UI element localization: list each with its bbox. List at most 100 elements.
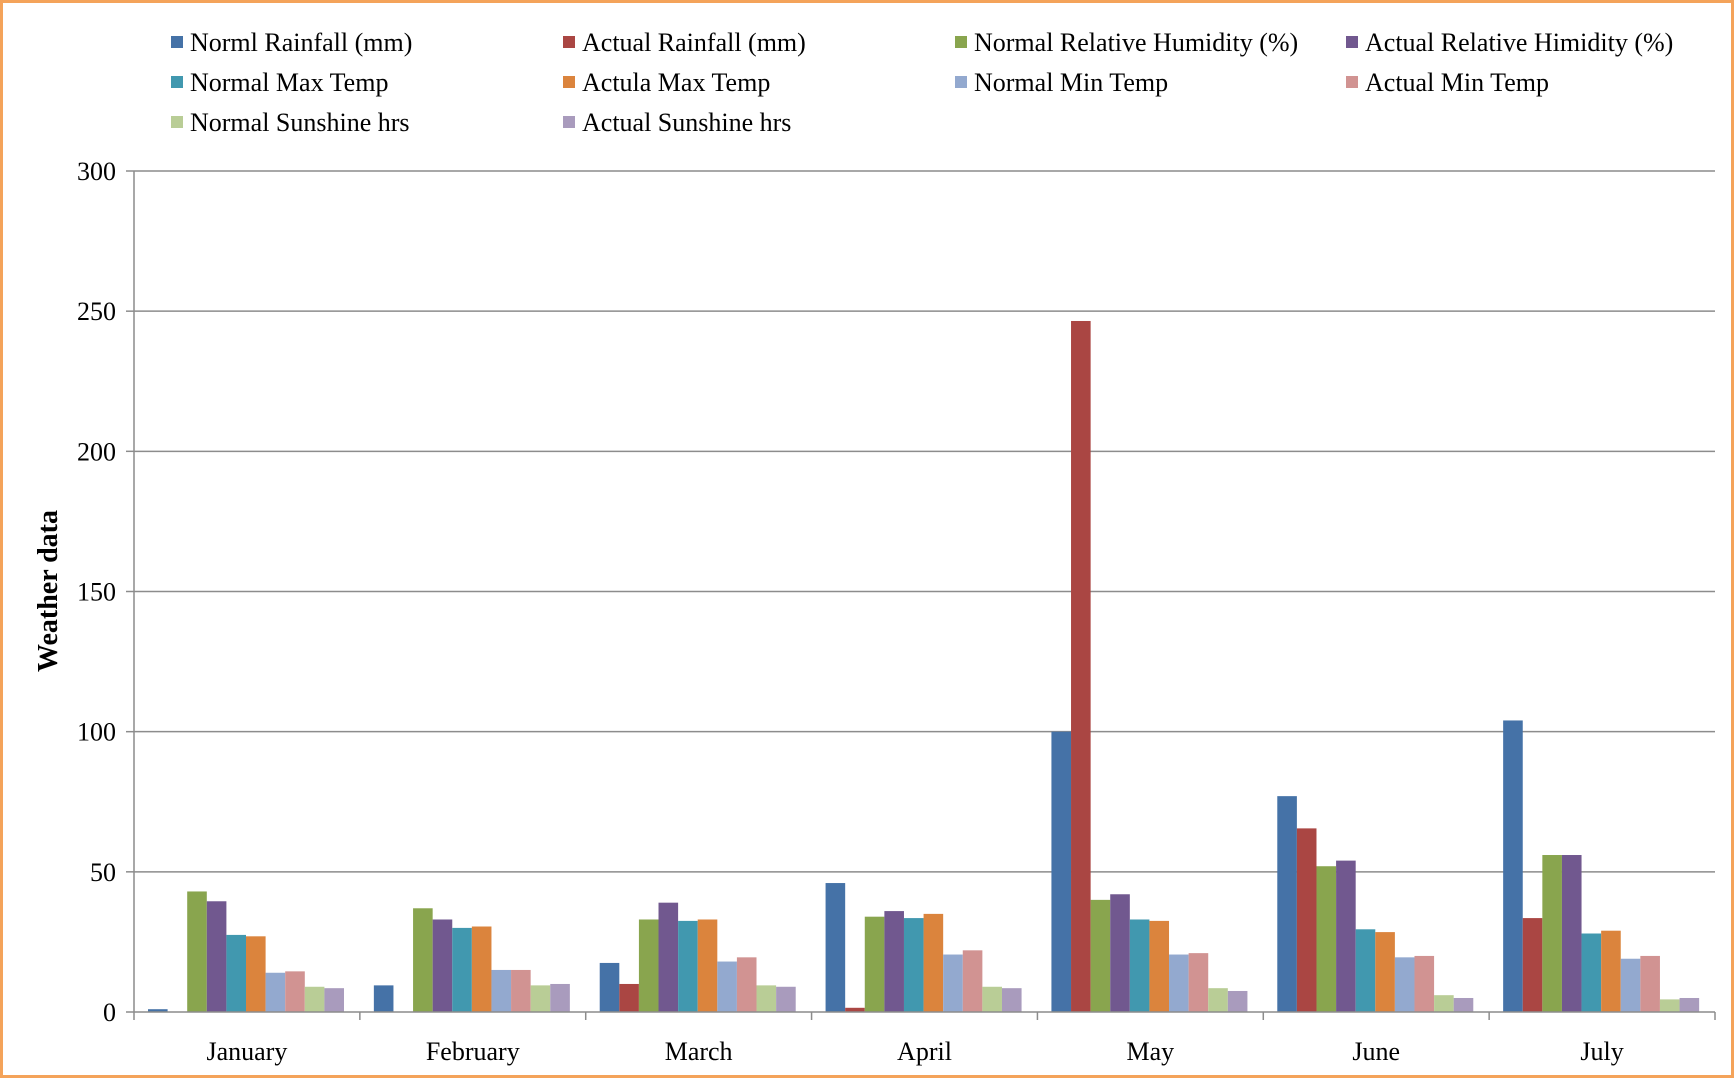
bar — [619, 983, 639, 1012]
bar — [1071, 320, 1091, 1012]
bar — [736, 957, 757, 1012]
legend-label: Actula Max Temp — [582, 68, 770, 97]
legend-label: Actual Rainfall (mm) — [582, 28, 806, 57]
x-tick-labels: January February March April May June July — [206, 1037, 1623, 1066]
legend-swatch — [955, 76, 967, 88]
legend: Norml Rainfall (mm) Actual Rainfall (mm) N… — [171, 28, 1673, 137]
bar — [1601, 930, 1621, 1012]
y-tick-label: 50 — [90, 858, 116, 887]
bar — [1679, 997, 1700, 1012]
bar — [1453, 997, 1474, 1012]
bar — [304, 986, 325, 1012]
bar — [550, 983, 570, 1012]
bar — [1316, 866, 1337, 1012]
x-tick-label: March — [665, 1037, 733, 1066]
bar — [148, 1009, 168, 1012]
bar — [1581, 933, 1602, 1012]
bar — [638, 919, 659, 1012]
bar — [1561, 855, 1582, 1012]
legend-swatch — [563, 116, 575, 128]
y-axis-title: Weather data — [33, 510, 64, 672]
legend-swatch — [563, 76, 575, 88]
bar — [599, 962, 620, 1012]
legend-swatch — [563, 36, 575, 48]
bar — [1188, 953, 1209, 1012]
bar — [226, 934, 246, 1012]
bar — [825, 883, 846, 1012]
bar — [658, 902, 679, 1012]
x-tick-label: June — [1352, 1037, 1400, 1066]
legend-label: Normal Min Temp — [974, 68, 1168, 97]
bar — [432, 919, 453, 1012]
bar — [1542, 855, 1562, 1012]
x-tick-label: January — [206, 1037, 287, 1066]
bar — [1336, 860, 1356, 1012]
bar — [1110, 894, 1130, 1012]
bar — [1277, 796, 1297, 1012]
y-tick-label: 0 — [103, 998, 116, 1027]
x-tick-label: February — [426, 1037, 520, 1066]
bar — [1129, 919, 1150, 1012]
bar — [246, 936, 266, 1012]
bar — [471, 926, 492, 1012]
bar — [206, 901, 227, 1012]
bar — [1090, 899, 1111, 1012]
legend-label: Norml Rainfall (mm) — [190, 28, 412, 57]
y-tick-label: 250 — [77, 297, 116, 326]
bar — [923, 913, 944, 1012]
bar — [884, 911, 904, 1012]
bar — [413, 908, 433, 1012]
bar — [1051, 731, 1072, 1012]
bar — [1503, 720, 1523, 1012]
bar — [864, 916, 885, 1012]
legend-label: Actual Sunshine hrs — [582, 108, 791, 137]
legend-swatch — [171, 76, 183, 88]
bar — [265, 972, 286, 1012]
bar — [1169, 954, 1189, 1012]
bar — [962, 950, 983, 1012]
bar — [1414, 955, 1435, 1012]
bar — [717, 961, 737, 1012]
legend-label: Normal Max Temp — [190, 68, 388, 97]
bar — [452, 927, 472, 1012]
bar — [982, 986, 1002, 1012]
bar — [1296, 828, 1317, 1012]
legend-label: Normal Relative Humidity (%) — [974, 28, 1298, 57]
legend-swatch — [171, 116, 183, 128]
bar — [1355, 929, 1376, 1012]
bar — [530, 985, 551, 1012]
axes — [126, 170, 1716, 1020]
bar — [845, 1007, 865, 1012]
bar — [776, 986, 796, 1012]
bar — [187, 891, 207, 1012]
bar — [1208, 988, 1228, 1012]
bar — [1522, 918, 1543, 1012]
y-tick-label: 150 — [77, 578, 116, 607]
legend-swatch — [171, 36, 183, 48]
bar — [373, 985, 394, 1012]
bar — [324, 988, 344, 1012]
bar-series — [148, 320, 1700, 1012]
bar — [756, 985, 777, 1012]
x-tick-label: April — [897, 1037, 952, 1066]
x-tick-label: May — [1127, 1037, 1175, 1066]
bar — [1149, 920, 1170, 1012]
legend-label: Actual Relative Himidity (%) — [1365, 28, 1673, 57]
y-tick-label: 300 — [77, 157, 116, 186]
y-tick-labels: 0 50 100 150 200 250 300 — [77, 157, 116, 1027]
bar — [697, 919, 718, 1012]
bar — [491, 969, 512, 1012]
bar — [903, 918, 924, 1012]
legend-label: Actual Min Temp — [1365, 68, 1549, 97]
legend-swatch — [955, 36, 967, 48]
legend-label: Normal Sunshine hrs — [190, 108, 410, 137]
bar — [943, 954, 963, 1012]
bar — [1620, 958, 1641, 1012]
bar — [1375, 932, 1395, 1012]
legend-swatch — [1346, 36, 1358, 48]
bar — [1227, 990, 1248, 1012]
gridlines — [134, 170, 1715, 873]
bar — [1001, 988, 1022, 1012]
bar — [1394, 957, 1415, 1012]
